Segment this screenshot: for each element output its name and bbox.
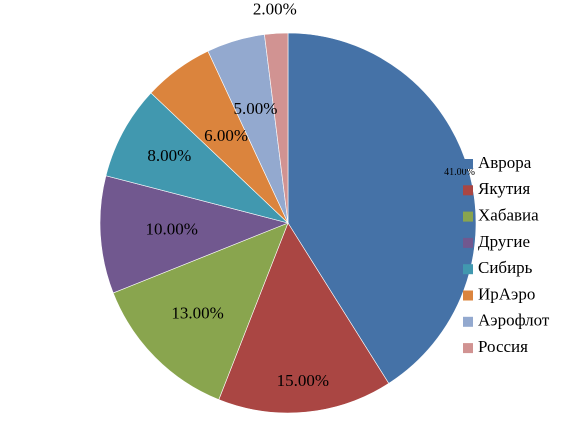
data-labels: 41.00% 15.00% 13.00% 10.00% 8.00% 6.00% 5.00% 2… <box>145 0 474 390</box>
legend-label: ИрАэро <box>478 284 535 303</box>
legend-item: Аврора <box>463 153 532 172</box>
data-label-7: 5.00% <box>234 99 278 118</box>
legend-item: ИрАэро <box>463 284 535 303</box>
data-label-6: 6.00% <box>204 126 248 145</box>
data-label-1: 41.00% <box>444 167 475 178</box>
data-label-8: 2.00% <box>253 0 297 19</box>
legend: Аврора Якутия Хабавиа Другие Сибирь ИрАэро Аэр… <box>463 153 550 356</box>
legend-item: Якутия <box>463 179 530 198</box>
legend-swatch <box>463 185 473 196</box>
legend-swatch <box>463 237 473 248</box>
legend-label: Россия <box>478 337 528 356</box>
pie-slices <box>99 32 477 414</box>
legend-item: Сибирь <box>463 258 533 277</box>
legend-swatch <box>463 343 473 354</box>
pie-slice-4 <box>99 175 289 294</box>
pie-slice-1 <box>287 32 477 384</box>
legend-label: Хабавиа <box>478 206 539 225</box>
legend-label: Сибирь <box>478 258 533 277</box>
legend-label: Аврора <box>478 153 532 172</box>
data-label-2: 15.00% <box>277 371 329 390</box>
legend-swatch <box>463 159 473 169</box>
data-label-5: 8.00% <box>147 146 191 165</box>
legend-item: Другие <box>463 232 530 251</box>
data-label-3: 13.00% <box>171 303 223 322</box>
legend-item: Россия <box>463 337 528 356</box>
pie-slice-2 <box>218 222 390 414</box>
legend-swatch <box>463 211 473 222</box>
legend-swatch <box>463 264 473 275</box>
legend-item: Хабавиа <box>463 206 539 225</box>
legend-item: Аэрофлот <box>463 311 550 330</box>
legend-swatch <box>463 290 473 301</box>
pie-slice-8 <box>264 32 289 224</box>
legend-label: Аэрофлот <box>478 311 550 330</box>
legend-label: Другие <box>478 232 530 251</box>
data-label-4: 10.00% <box>145 219 197 238</box>
legend-label: Якутия <box>478 179 530 198</box>
legend-swatch <box>463 316 473 327</box>
pie-slice-5 <box>105 92 290 224</box>
pie-slice-3 <box>112 222 289 401</box>
